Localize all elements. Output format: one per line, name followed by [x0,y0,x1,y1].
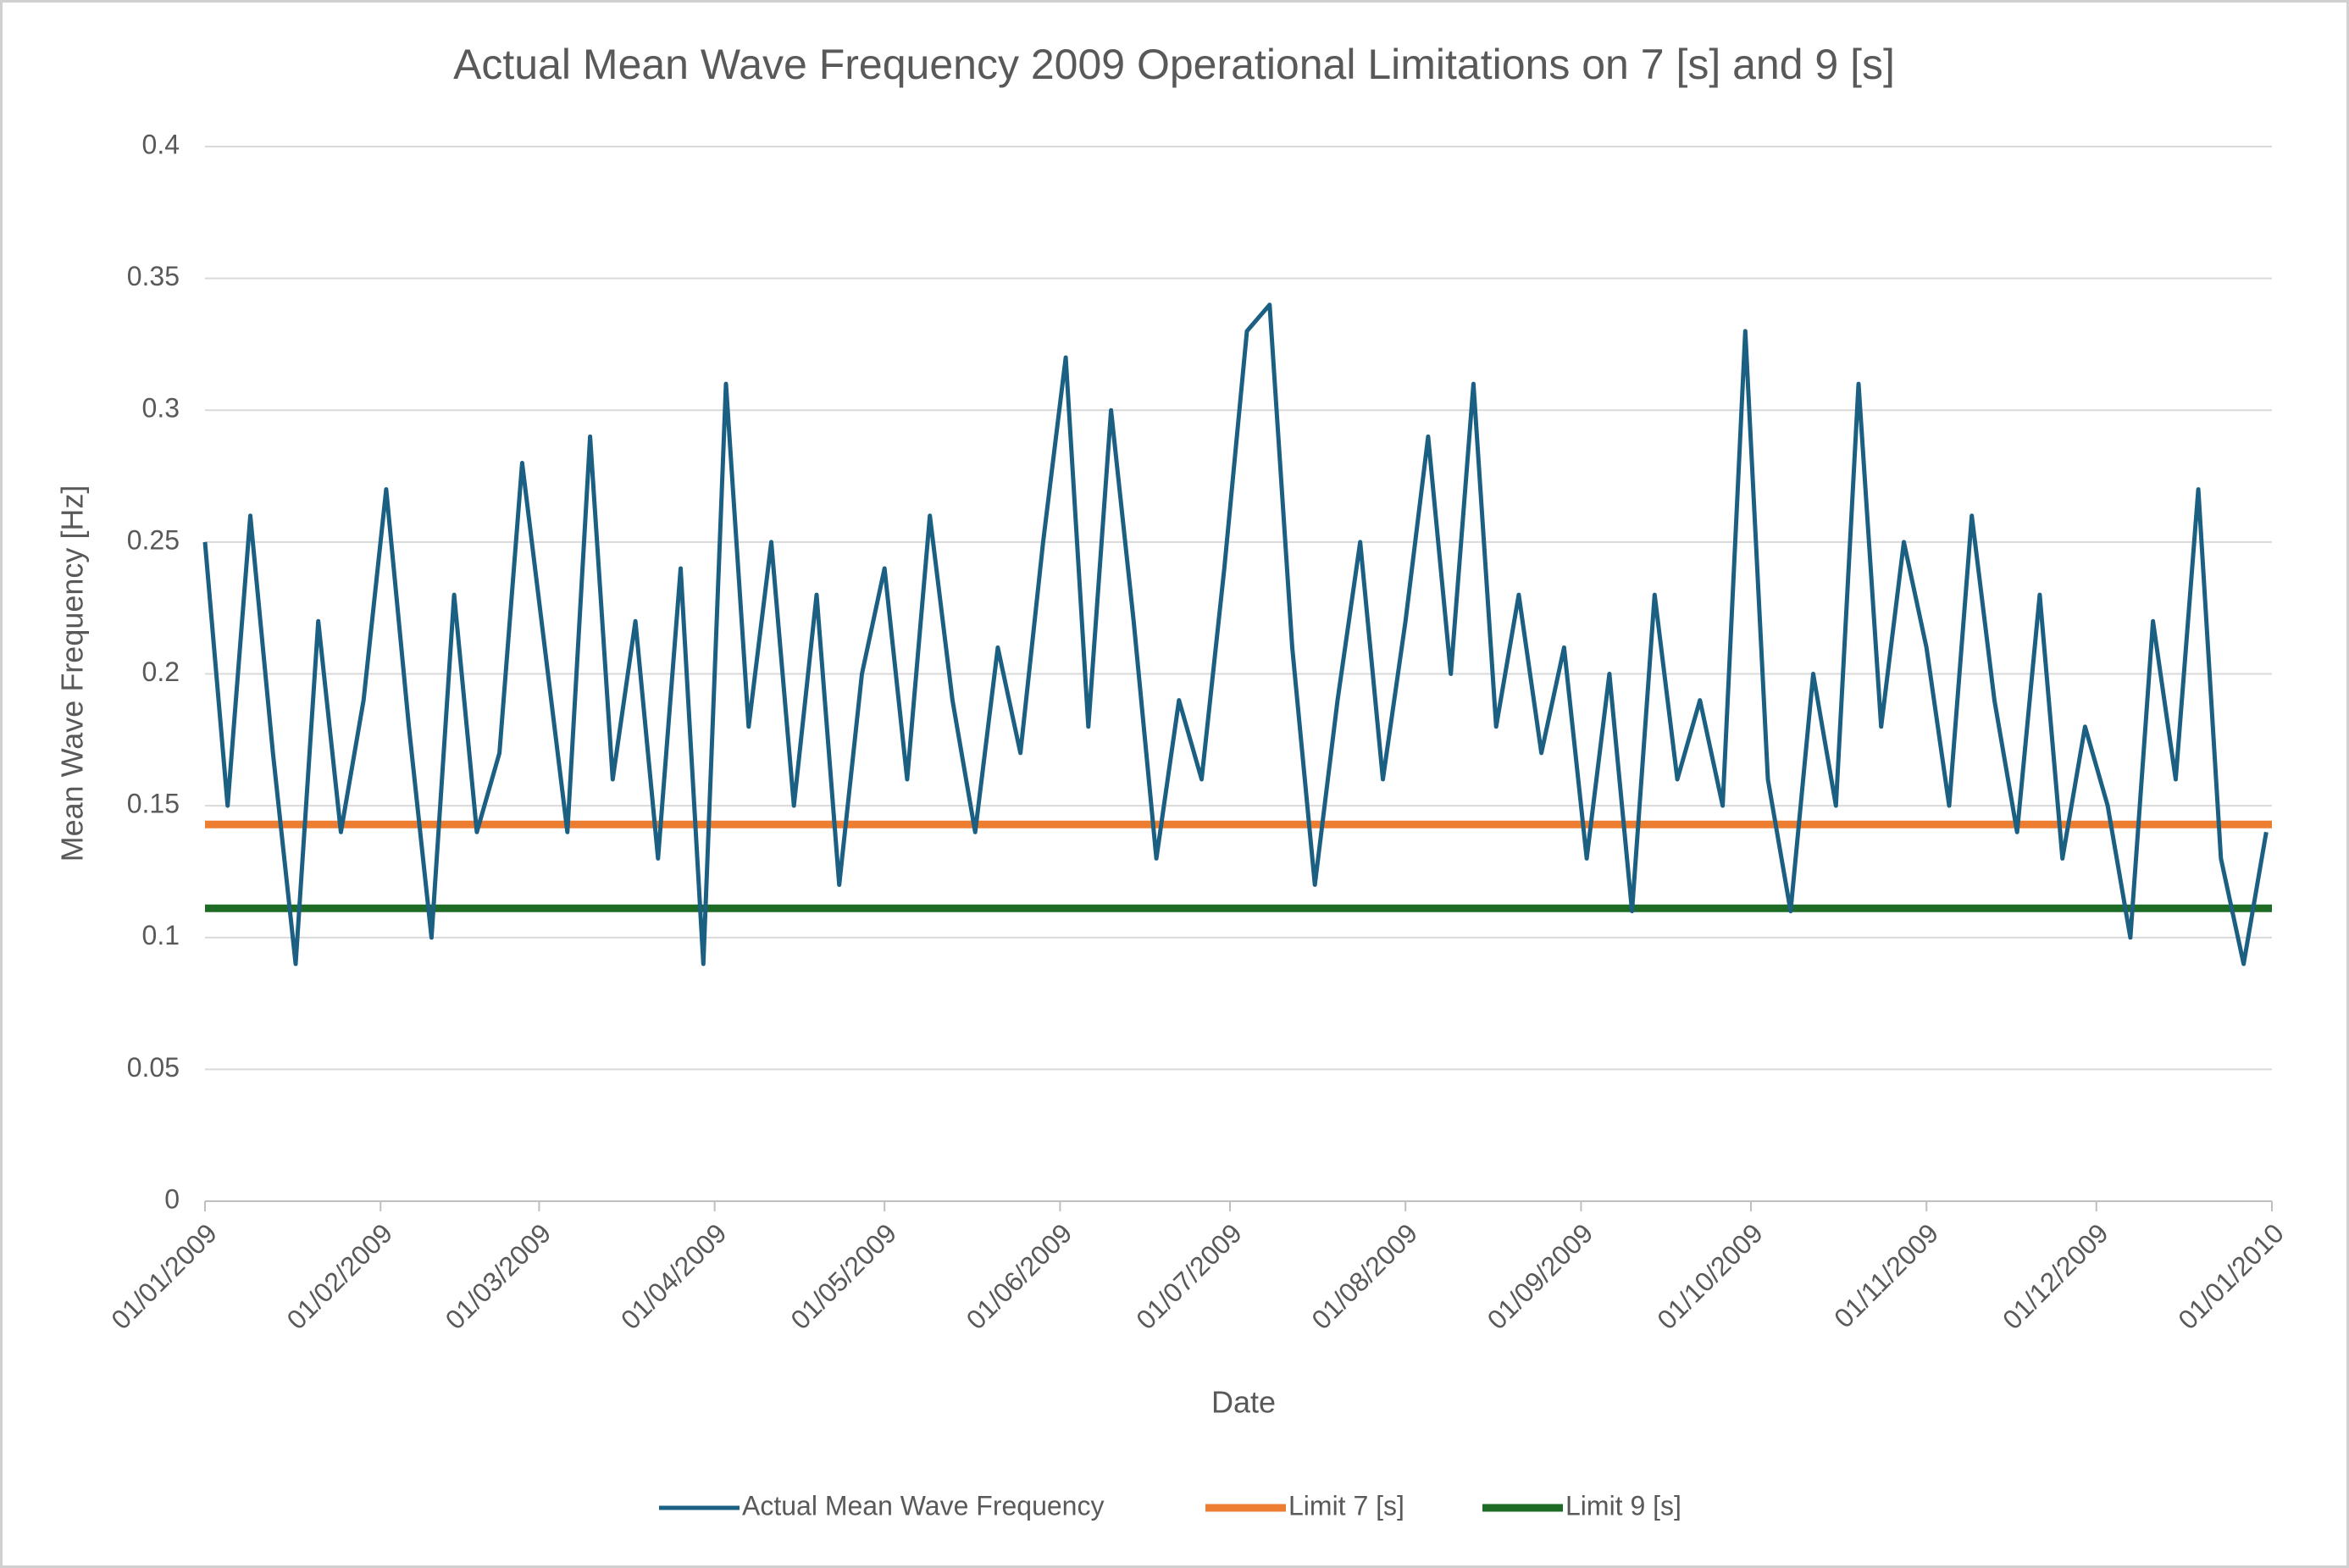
y-tick-label: 0 [164,1183,180,1214]
y-tick-label: 0.3 [142,393,180,424]
legend-label: Limit 9 [s] [1565,1490,1681,1521]
y-tick-label: 0.35 [127,261,180,291]
x-axis-title: Date [1211,1385,1276,1420]
y-tick-label: 0.15 [127,789,180,819]
y-tick-label: 0.1 [142,920,180,950]
y-tick-label: 0.4 [142,129,180,159]
y-tick-label: 0.25 [127,524,180,555]
chart-title: Actual Mean Wave Frequency 2009 Operatio… [453,41,1895,88]
y-tick-label: 0.05 [127,1052,180,1083]
legend-label: Limit 7 [s] [1288,1490,1404,1521]
y-axis-title: Mean Wave Frequency [Hz] [55,485,90,862]
series-line [202,302,2269,967]
legend-label: Actual Mean Wave Frequency [742,1490,1104,1521]
y-tick-label: 0.2 [142,657,180,687]
